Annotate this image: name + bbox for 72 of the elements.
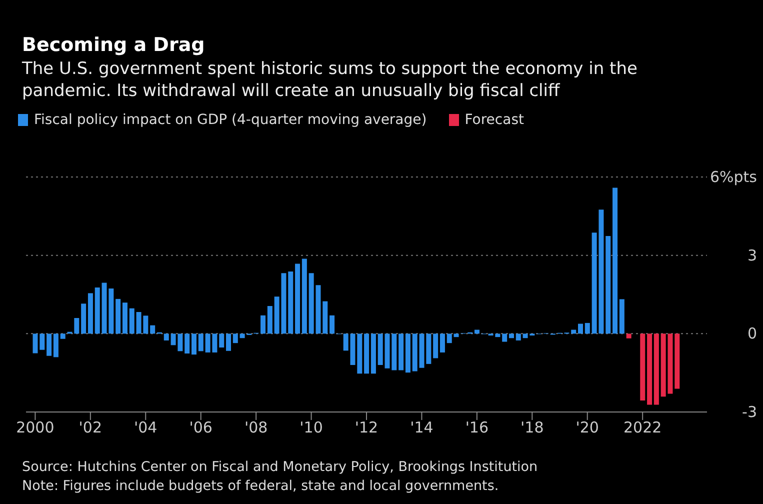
x-tick-label: '04 [134,418,158,437]
y-tick-label: 6%pts [710,168,758,186]
bar [302,258,307,334]
bar [46,334,52,356]
legend-label: Forecast [464,112,524,128]
bar [88,293,93,334]
bar [198,334,204,352]
bar [654,334,659,405]
x-tick-label: '18 [520,418,544,437]
bar [412,334,418,372]
bar [288,272,294,334]
x-tick-label: '20 [576,418,599,437]
bar [122,302,128,334]
bar [502,334,508,342]
y-tick-label: 3 [747,246,757,264]
bar [674,334,680,389]
bar [232,334,238,344]
bar [640,334,646,401]
bar [612,188,618,334]
bar [571,330,576,334]
x-tick-label: '16 [465,418,489,437]
bar [150,325,156,334]
y-tick-label: 0 [747,324,757,343]
bar [578,324,584,334]
bar [398,334,404,370]
bar [454,334,459,338]
bar [584,322,590,334]
bar [226,334,232,351]
bar [184,334,190,354]
bar [116,298,121,334]
bar [647,334,652,405]
x-tick-label: '12 [354,418,378,437]
bar [260,315,266,334]
legend-label: Fiscal policy impact on GDP (4-quarter moving average) [33,112,427,128]
bar [606,236,611,334]
bar [53,334,58,358]
x-tick-label: '10 [300,418,323,437]
x-tick-label: '02 [78,418,102,437]
bar [364,334,370,374]
x-tick-label: '08 [244,418,268,437]
bar [219,334,224,348]
bar [440,334,445,352]
chart-subtitle: The U.S. government spent historic sums to support the economy in the pandemic. Its withdrawal will create an unusually big fiscal cliff [21,58,638,103]
y-tick-label: -3 [742,403,757,421]
source-note: Source: Hutchins Center on Fiscal and Monetary Policy, Brookings Institution [22,458,538,477]
x-tick-label: 2022 [623,418,662,437]
bar [322,301,328,334]
bar [129,308,134,334]
bar [405,334,410,373]
x-tick-label: 2000 [16,418,54,437]
bar [516,334,521,340]
chart-title: Becoming a Drag [21,33,206,56]
bar [60,334,66,339]
bar [474,330,480,334]
text: Note: Figures include budgets of federal, state and local governments. [22,477,500,496]
bar [370,334,376,374]
bar [164,334,169,340]
x-tick-label: '14 [410,418,434,437]
bar [446,334,452,344]
bar [330,315,335,334]
bar [94,287,100,334]
bar [619,299,624,334]
bar [626,334,632,338]
bar [357,334,362,374]
bar [81,304,86,334]
bar [508,334,514,338]
bar [295,264,300,334]
bar [192,334,196,355]
bar [433,334,438,358]
bar [378,334,383,365]
bar [267,306,272,334]
x-tick-label: '06 [189,418,212,437]
